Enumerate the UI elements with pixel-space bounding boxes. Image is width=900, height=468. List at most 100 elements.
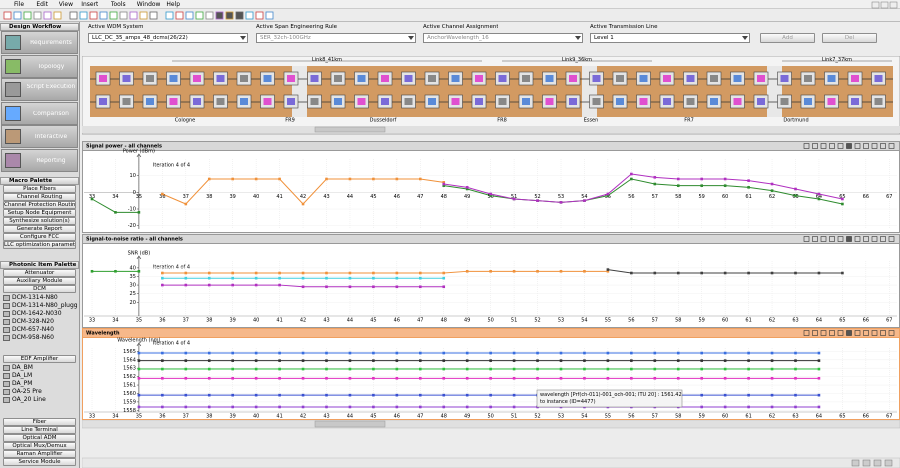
- dropdown[interactable]: LLC_DC_35_amps_48_dcms(26/22): [88, 33, 248, 43]
- macro-button[interactable]: Generate Report: [3, 225, 76, 233]
- dropdown[interactable]: Level 1: [590, 33, 750, 43]
- y-tick-label: 1563: [123, 366, 136, 372]
- equipment-core: [169, 75, 178, 82]
- workflow-button[interactable]: Requirements: [1, 31, 78, 54]
- data-point: [137, 351, 141, 355]
- palette-item[interactable]: DA_PM: [3, 380, 78, 388]
- x-tick-label: 39: [230, 414, 236, 420]
- window-button: [889, 1, 898, 9]
- data-point: [372, 359, 375, 362]
- x-tick-label: 53: [558, 194, 564, 200]
- dropdown-arrow: [408, 36, 414, 40]
- x-tick-label: 66: [863, 194, 869, 200]
- palette-item[interactable]: DCM-1314-N80: [3, 294, 78, 302]
- palette-button[interactable]: Line Terminal: [3, 426, 76, 434]
- data-point: [512, 377, 516, 380]
- data-point: [583, 359, 586, 362]
- menu-item[interactable]: Help: [166, 1, 181, 8]
- palette-item[interactable]: DCM-657-N40: [3, 326, 78, 334]
- workflow-button[interactable]: Reporting: [1, 149, 78, 172]
- equipment-core: [616, 75, 624, 82]
- data-point: [254, 393, 258, 397]
- equipment-core: [616, 98, 624, 105]
- menu-item[interactable]: View: [58, 1, 74, 8]
- x-tick-label: 39: [230, 318, 236, 324]
- data-point: [442, 285, 446, 289]
- palette-button[interactable]: Raman Amplifier: [3, 450, 76, 458]
- data-point: [114, 211, 117, 214]
- data-point: [278, 393, 281, 397]
- x-tick-label: 65: [839, 414, 845, 420]
- data-point: [161, 377, 164, 380]
- macro-button[interactable]: Synthesize solution(s): [3, 217, 76, 225]
- data-point: [184, 276, 188, 280]
- palette-item[interactable]: DCM-1642-N030: [3, 310, 78, 318]
- macro-button[interactable]: Channel Protection Routing: [3, 201, 76, 209]
- workflow-button[interactable]: Script Execution: [1, 78, 78, 102]
- palette-item[interactable]: DCM-328-N20: [3, 318, 78, 326]
- workflow-button[interactable]: Topology: [1, 54, 78, 78]
- macro-button[interactable]: Configure FCC: [3, 233, 76, 241]
- macro-button[interactable]: Channel Routing: [3, 193, 76, 201]
- menu-item[interactable]: Tools: [110, 1, 126, 8]
- data-point: [817, 367, 821, 371]
- toolbar-button: [215, 11, 224, 20]
- y-tick-label: 1564: [123, 357, 136, 363]
- data-point: [325, 393, 328, 397]
- macro-button[interactable]: Place Fibers: [3, 185, 76, 193]
- workflow-button[interactable]: Comparison: [1, 101, 78, 125]
- menu-item[interactable]: Edit: [36, 1, 49, 8]
- palette-button[interactable]: EDF Amplifier: [3, 355, 76, 363]
- data-point: [536, 377, 539, 380]
- data-point: [676, 184, 680, 187]
- data-point: [583, 377, 586, 380]
- toolbar-icons: [3, 11, 274, 20]
- panel-header: [82, 141, 900, 151]
- palette-item[interactable]: DCM-958-N60: [3, 334, 78, 342]
- data-point: [794, 405, 797, 409]
- x-tick-label: 35: [136, 414, 142, 420]
- dropdown[interactable]: AnchorWavelength_16: [423, 33, 583, 43]
- equipment-core: [592, 75, 601, 82]
- action-button[interactable]: Add: [760, 33, 815, 43]
- equipment-core: [851, 98, 859, 105]
- palette-button[interactable]: Attenuator: [3, 269, 76, 277]
- macro-button[interactable]: LLC optimization parameters: [3, 241, 76, 249]
- equipment-core: [569, 98, 577, 105]
- palette-button[interactable]: Service Module: [3, 458, 76, 466]
- menu-item[interactable]: Window: [136, 1, 161, 8]
- palette-button[interactable]: Optical Mux/Demux: [3, 442, 76, 450]
- data-point: [817, 192, 821, 196]
- workflow-label: Script Execution: [26, 84, 76, 91]
- macro-button[interactable]: Setup Node Equipment: [3, 209, 76, 217]
- action-button[interactable]: Del: [822, 33, 877, 43]
- palette-item[interactable]: OA_20 Line: [3, 396, 78, 404]
- palette-item[interactable]: OA-25 Pre: [3, 388, 78, 396]
- palette-button[interactable]: Auxiliary Module: [3, 277, 76, 285]
- palette-button[interactable]: Optical ADM: [3, 434, 76, 442]
- dropdown[interactable]: SER_32ch-100GHz: [256, 33, 416, 43]
- menu-item[interactable]: File: [14, 1, 25, 8]
- panel-tool: [888, 143, 895, 149]
- toolbar-button: [255, 11, 264, 20]
- data-point: [207, 359, 211, 362]
- palette-item[interactable]: DA_LM: [3, 372, 78, 380]
- palette-button[interactable]: DCM: [3, 285, 76, 293]
- data-point: [372, 276, 375, 280]
- data-point: [161, 405, 164, 409]
- data-point: [442, 184, 446, 187]
- palette-item[interactable]: DCM-1314-N80_plugg...: [3, 302, 78, 310]
- data-point: [770, 393, 774, 397]
- x-tick-label: 37: [183, 194, 189, 200]
- workflow-button[interactable]: Interactive: [1, 125, 78, 149]
- menu-item[interactable]: Insert: [81, 1, 99, 8]
- data-point: [254, 276, 258, 280]
- scroll-thumb: [314, 126, 386, 133]
- data-point: [207, 283, 211, 287]
- data-point: [395, 393, 399, 397]
- data-point: [372, 351, 375, 355]
- palette-item[interactable]: DA_BM: [3, 364, 78, 372]
- palette-button[interactable]: Fiber: [3, 418, 76, 426]
- toolbar-button: [265, 11, 274, 20]
- panel-tool: [820, 330, 827, 336]
